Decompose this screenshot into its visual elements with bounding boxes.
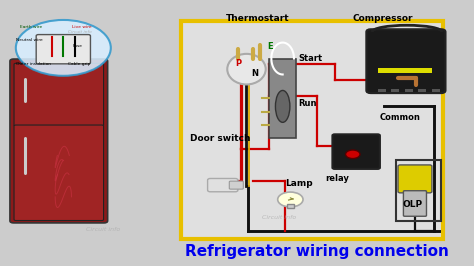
Text: Fuse: Fuse — [73, 44, 82, 48]
Ellipse shape — [275, 90, 290, 122]
Text: E: E — [267, 42, 273, 51]
Circle shape — [278, 192, 303, 207]
Text: relay: relay — [326, 174, 349, 183]
Text: Circuit info: Circuit info — [262, 215, 297, 221]
Text: Start: Start — [299, 54, 323, 63]
FancyBboxPatch shape — [10, 59, 108, 223]
Text: Earth wire: Earth wire — [20, 25, 43, 29]
FancyBboxPatch shape — [14, 63, 104, 126]
Text: Run: Run — [299, 99, 317, 109]
Text: Thermostart: Thermostart — [226, 14, 290, 23]
Text: P: P — [235, 60, 241, 69]
Bar — [269, 59, 296, 138]
FancyBboxPatch shape — [332, 134, 380, 169]
Bar — [396, 160, 441, 221]
Text: Circuit info: Circuit info — [86, 227, 120, 232]
Text: N: N — [251, 69, 258, 78]
FancyBboxPatch shape — [403, 191, 427, 216]
Text: Compressor: Compressor — [353, 14, 413, 23]
Text: Common: Common — [380, 113, 421, 122]
FancyBboxPatch shape — [36, 35, 91, 64]
Bar — [287, 204, 293, 208]
Bar — [405, 89, 413, 92]
FancyBboxPatch shape — [208, 178, 238, 192]
Text: Cable grip: Cable grip — [68, 62, 90, 66]
Bar — [419, 89, 427, 92]
FancyBboxPatch shape — [14, 125, 104, 221]
Text: Refrigerator wiring connection: Refrigerator wiring connection — [185, 244, 448, 259]
Text: Lamp: Lamp — [285, 179, 312, 188]
Text: Neutral wire: Neutral wire — [16, 38, 43, 42]
Text: Circuit info: Circuit info — [68, 30, 91, 34]
Text: Live wire: Live wire — [73, 25, 92, 29]
Text: Door switch: Door switch — [190, 134, 250, 143]
Circle shape — [346, 150, 360, 159]
Bar — [181, 21, 443, 239]
Text: Outer insulation: Outer insulation — [16, 62, 51, 66]
Bar — [378, 68, 432, 73]
Ellipse shape — [227, 54, 266, 85]
Bar — [378, 89, 386, 92]
FancyBboxPatch shape — [229, 181, 243, 189]
Bar — [391, 89, 400, 92]
Bar — [432, 89, 440, 92]
Text: OLP: OLP — [402, 201, 423, 210]
Circle shape — [16, 20, 111, 76]
FancyBboxPatch shape — [398, 165, 432, 193]
FancyBboxPatch shape — [366, 29, 446, 93]
